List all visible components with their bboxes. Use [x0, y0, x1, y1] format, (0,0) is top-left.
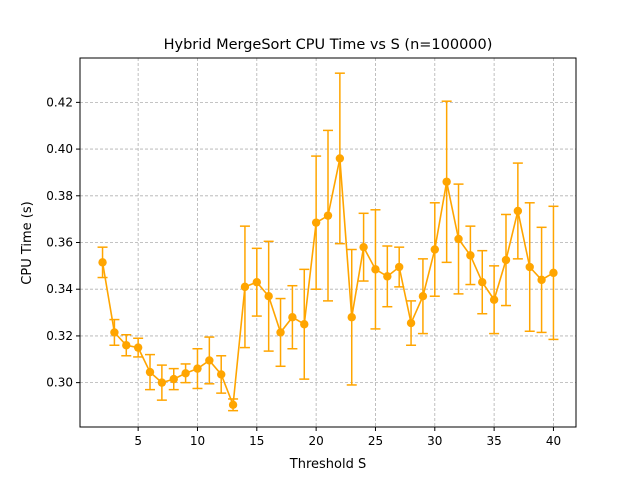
data-point	[98, 258, 107, 267]
data-point	[454, 234, 463, 244]
y-axis-label: CPU Time (s)	[20, 201, 35, 284]
x-tick-label: 40	[546, 434, 561, 448]
data-point	[513, 206, 523, 216]
data-point	[489, 295, 499, 304]
x-tick-label: 25	[368, 434, 383, 448]
x-tick-label: 5	[134, 434, 142, 448]
data-point	[418, 292, 428, 301]
data-point	[240, 282, 250, 292]
data-point	[252, 278, 262, 287]
x-tick-label: 30	[427, 434, 442, 448]
data-point	[276, 328, 285, 337]
x-axis-ticks: 5 10 15 20 25 30 35 40	[134, 427, 561, 448]
y-axis-ticks: 0.30 0.32 0.34 0.36 0.38 0.40 0.42	[46, 95, 80, 390]
data-markers	[98, 154, 558, 410]
y-tick-label: 0.30	[46, 376, 73, 390]
chart-title: Hybrid MergeSort CPU Time vs S (n=100000…	[164, 37, 493, 53]
data-point	[394, 262, 404, 272]
data-point	[300, 320, 309, 329]
data-point	[193, 364, 202, 373]
data-point	[466, 251, 475, 260]
data-point	[122, 341, 131, 350]
data-point	[537, 275, 546, 285]
x-tick-label: 35	[486, 434, 501, 448]
data-point	[133, 343, 143, 352]
data-point	[442, 177, 451, 186]
y-tick-label: 0.42	[46, 95, 73, 109]
data-point	[478, 278, 487, 287]
data-point	[157, 378, 167, 387]
y-tick-label: 0.36	[46, 236, 73, 250]
x-tick-label: 10	[190, 434, 205, 448]
data-point	[145, 367, 155, 377]
x-tick-label: 20	[308, 434, 323, 448]
data-point	[110, 328, 119, 337]
y-tick-label: 0.38	[46, 189, 73, 203]
data-point	[406, 318, 416, 328]
error-bars	[97, 72, 559, 412]
data-point	[430, 245, 439, 254]
y-tick-label: 0.32	[46, 329, 73, 343]
data-point	[205, 356, 214, 365]
x-axis-label: Threshold S	[289, 457, 366, 472]
data-point	[525, 262, 534, 272]
data-point	[311, 218, 321, 227]
y-tick-label: 0.34	[46, 282, 73, 296]
data-point	[228, 400, 238, 410]
data-point	[217, 370, 226, 379]
data-point	[549, 268, 558, 278]
data-point	[501, 255, 511, 265]
data-point	[371, 265, 380, 274]
data-point	[347, 313, 356, 322]
x-tick-label: 15	[249, 434, 264, 448]
y-tick-label: 0.40	[46, 142, 73, 156]
data-point	[323, 211, 333, 220]
data-point	[359, 242, 368, 252]
data-point	[264, 292, 273, 301]
data-point	[169, 374, 178, 384]
data-point	[335, 154, 345, 163]
data-point	[181, 369, 190, 378]
data-point	[288, 313, 297, 322]
data-point	[383, 272, 392, 281]
